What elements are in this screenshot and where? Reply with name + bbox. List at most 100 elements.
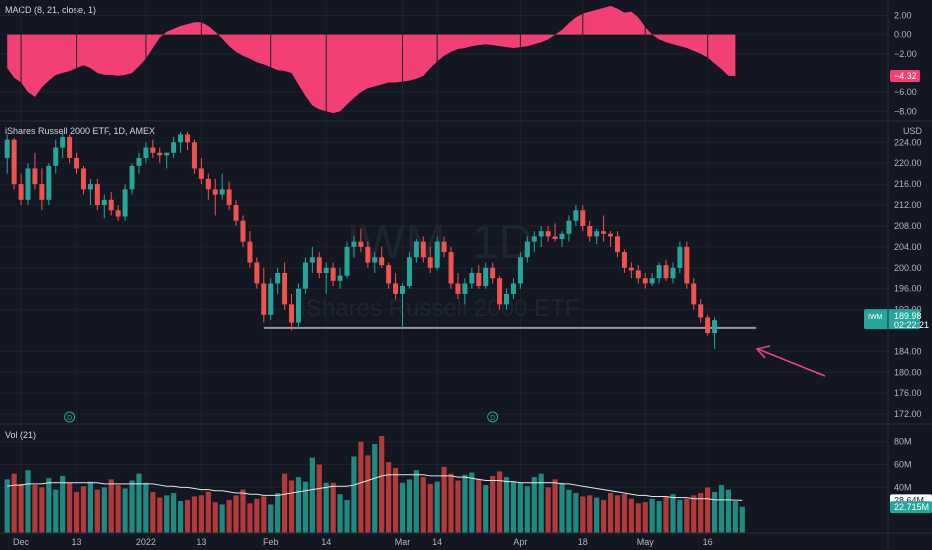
candle-body (510, 283, 516, 294)
candle-body (185, 134, 191, 143)
candle-body (191, 142, 197, 169)
volume-bar (129, 480, 135, 533)
candle-body (608, 233, 614, 237)
arrow-head-icon (755, 345, 771, 359)
candle (420, 236, 426, 263)
volume-bar (108, 479, 114, 533)
candle-body (351, 241, 357, 247)
candle (621, 249, 627, 273)
volume-bar (496, 471, 503, 533)
time-axis[interactable]: Dec 13 2022 13 Feb 14 Mar 14 Apr 18 May 16 (13, 537, 713, 547)
time-tick-label: Mar (395, 537, 411, 547)
price-tick-label: 204.00 (894, 242, 922, 252)
price-tick-label: 172.00 (894, 409, 922, 419)
candle-body (67, 137, 73, 158)
volume-ma-label: 28.64M (894, 495, 924, 505)
candle-body (580, 210, 586, 226)
candle (393, 273, 399, 300)
candle (32, 152, 38, 190)
candle-body (642, 278, 648, 284)
candle (18, 173, 24, 206)
candle-body (483, 267, 489, 287)
candle-body (698, 304, 704, 318)
candle-body (337, 275, 343, 281)
volume-bar (580, 496, 586, 533)
volume-bar (226, 499, 232, 533)
candle (663, 259, 669, 281)
candle-body (628, 267, 634, 271)
candle (219, 173, 225, 200)
candle (268, 278, 274, 321)
volume-bar (441, 466, 447, 533)
candle (455, 273, 461, 300)
volume-bar (32, 485, 38, 533)
volume-bar (53, 489, 59, 533)
volume-bar (60, 475, 66, 533)
volume-bar (705, 487, 711, 533)
candle (337, 267, 343, 289)
candle-body (205, 178, 211, 190)
volume-bar (136, 473, 142, 533)
volume-bar (67, 482, 73, 533)
volume-bar (295, 477, 302, 533)
candle (94, 178, 100, 211)
candle-body (275, 273, 281, 284)
candle-body (18, 184, 24, 200)
dividend-marker-label: D (490, 415, 495, 422)
volume-bar (531, 477, 537, 533)
candle-body (559, 233, 565, 240)
candle (316, 252, 322, 279)
candle-body (143, 147, 149, 158)
candle (635, 265, 641, 284)
volume-bar (621, 494, 628, 533)
volume-bar (309, 457, 315, 533)
price-axis[interactable]: 224.00 220.00 216.00 212.00 208.00 204.00 200.… (864, 126, 929, 419)
macd-tick-label: 2.00 (894, 10, 912, 20)
volume-bar (711, 491, 718, 533)
settings-corner[interactable] (889, 534, 932, 550)
candle (399, 283, 405, 330)
candle (497, 275, 503, 310)
volume-bar (282, 473, 288, 533)
candle (46, 163, 52, 206)
dividend-marker-icon[interactable]: D (64, 411, 76, 423)
macd-pane[interactable]: MACD (8, 21, close, 1) 2.00 0.00 −2.00 −6.0… (0, 5, 920, 116)
annotation-arrow[interactable] (755, 345, 826, 377)
candle (649, 273, 655, 287)
candle-body (621, 252, 627, 268)
candle-body (691, 283, 697, 305)
candle-body (594, 231, 600, 237)
price-tick-label: 220.00 (894, 158, 922, 168)
volume-bar (288, 480, 295, 533)
candle (712, 317, 718, 349)
candle (670, 262, 676, 284)
candle (573, 205, 579, 226)
candle-body (323, 267, 329, 273)
volume-bar (233, 495, 239, 533)
candle (344, 241, 350, 279)
volume-bar (143, 482, 149, 533)
volume-bar (240, 489, 246, 533)
volume-bar (205, 491, 211, 533)
price-tick-label: 176.00 (894, 388, 922, 398)
candle (476, 265, 482, 289)
volume-bar (538, 473, 544, 533)
volume-bar (677, 499, 683, 533)
candle-body (164, 152, 170, 156)
candle (108, 191, 114, 216)
price-tick-label: 224.00 (894, 137, 922, 147)
dividend-marker-icon[interactable]: D (487, 411, 499, 423)
candle-body (261, 283, 267, 315)
volume-bar (594, 497, 600, 533)
candle (240, 215, 246, 247)
volume-bar (739, 506, 745, 533)
volume-bar (386, 462, 392, 533)
candle (39, 168, 45, 211)
candle (143, 142, 149, 164)
last-price-badge (864, 309, 920, 330)
